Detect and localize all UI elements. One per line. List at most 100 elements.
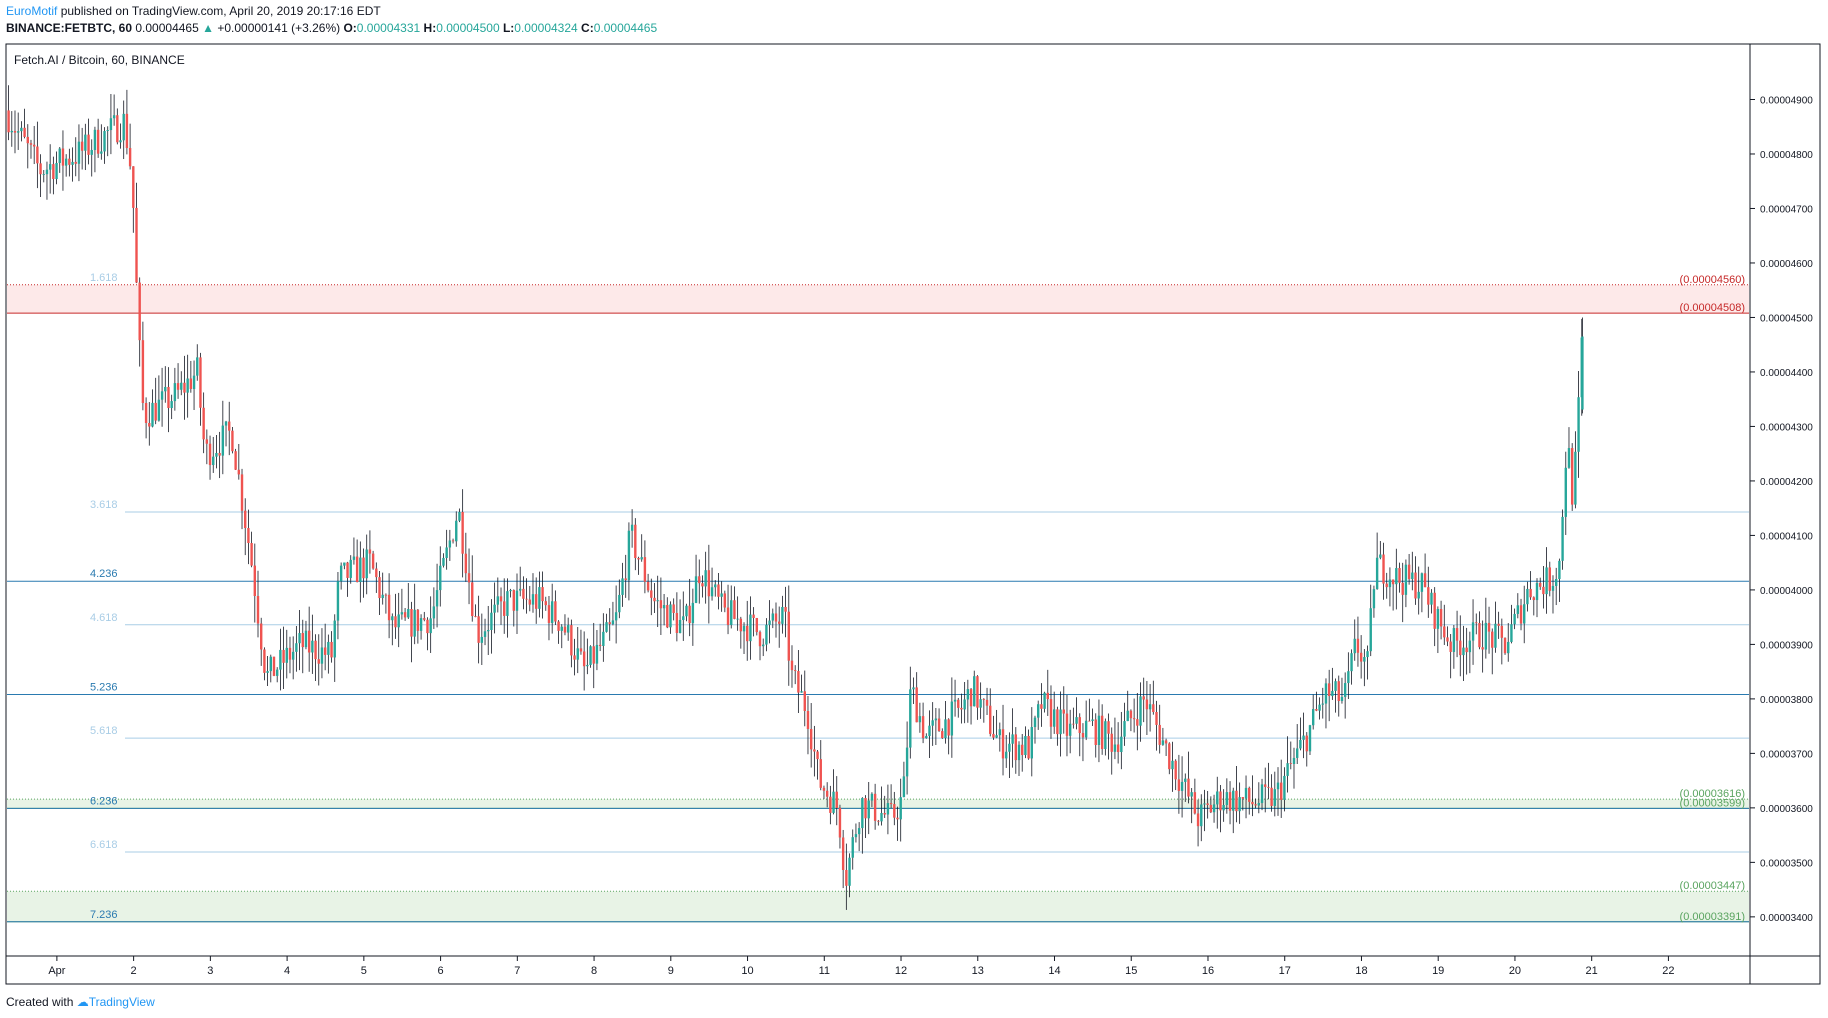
candle-body-37 [125,113,129,149]
candle-460 [1478,611,1481,650]
price-tick-label: 0.00003800 [1760,695,1813,706]
candle-297 [957,697,960,718]
candle-body-373 [1200,804,1203,827]
candle-259 [835,776,838,826]
candle-body-302 [973,676,976,707]
candle-body-478 [1535,582,1539,601]
candle-body-443 [1423,573,1427,588]
candle-body-477 [1532,597,1536,601]
tradingview-brand[interactable]: TradingView [88,995,155,1009]
candle-body-181 [586,664,589,667]
candle-324 [1043,691,1046,713]
candle-body-171 [554,601,557,622]
candle-body-441 [1417,591,1420,599]
candle-442 [1420,572,1424,613]
candle-body-228 [736,618,739,620]
candle-313 [1008,732,1011,778]
candle-body-457 [1468,640,1472,653]
candle-body-78 [256,596,260,624]
candle-body-240 [774,613,778,622]
time-tick-label: 9 [668,965,674,977]
candle-body-350 [1126,710,1129,722]
candle-423 [1359,635,1363,679]
candle-48 [160,367,164,427]
candle-body-368 [1184,778,1187,782]
candle-10 [39,154,42,198]
candle-body-336 [1081,733,1085,738]
candle-158 [512,589,516,627]
price-axis[interactable]: 0.00003400 0.00003500 0.00003600 0.00003700… [1750,95,1813,924]
candle-body-111 [362,557,365,579]
candle-body-419 [1347,671,1350,684]
candle-body-154 [499,596,503,602]
candle-body-185 [598,644,602,646]
candle-body-322 [1036,704,1040,718]
candle-body-15 [55,162,58,180]
candle-417 [1340,677,1344,704]
candle-body-304 [979,699,982,708]
candle-39 [132,166,135,233]
candle-61 [202,392,205,454]
candle-body-177 [573,655,576,660]
candle-body-92 [301,633,304,648]
candle-body-133 [432,606,436,619]
candle-182 [589,645,592,668]
candle-320 [1030,707,1033,777]
candle-body-429 [1379,554,1382,558]
candle-body-24 [84,134,87,151]
candle-425 [1366,645,1369,680]
candle-body-109 [355,556,359,583]
candle-199 [643,540,647,594]
candle-body-481 [1545,567,1548,595]
candle-body-299 [963,699,966,710]
candle-body-163 [528,599,531,605]
candle-153 [496,577,500,613]
time-tick-label: 12 [895,965,907,977]
candle-body-308 [992,733,995,738]
candle-360 [1158,704,1161,754]
candle-body-464 [1491,631,1494,648]
candle-body-80 [263,649,266,673]
candle-body-435 [1398,568,1401,583]
candle-51 [170,394,173,420]
candle-33 [112,94,116,126]
candle-body-34 [116,115,119,143]
candle-body-169 [547,605,551,623]
candle-292 [941,728,944,739]
candle-74 [244,498,247,556]
candle-98 [320,628,324,679]
candle-body-166 [538,587,541,609]
candle-body-288 [928,725,931,737]
candle-body-480 [1542,586,1545,595]
candle-325 [1046,669,1049,716]
candle-374 [1203,789,1206,832]
zone-0-band [7,284,1749,314]
candle-body-450 [1446,637,1449,642]
candle-407 [1308,724,1312,755]
candle-144 [467,548,471,605]
candle-380 [1222,789,1225,822]
candle-body-69 [228,421,231,431]
candle-81 [266,655,269,686]
candle-body-223 [720,593,723,597]
candle-body-70 [231,430,234,452]
candle-400 [1286,736,1289,793]
candle-261 [841,829,845,889]
candle-28 [96,118,100,158]
candle-body-207 [669,604,672,628]
time-tick-label: 21 [1586,965,1598,977]
zone-1-bottom-label: (0.00003599) [1680,797,1745,809]
candle-160 [518,566,522,597]
candle-body-312 [1005,751,1008,759]
candle-body-71 [234,451,237,470]
candle-265 [854,823,858,843]
time-axis[interactable]: Apr 2 3 4 5 6 7 8 9 10 11 12 13 14 15 16 17 18 19 20 21 22 [48,956,1675,977]
author-link[interactable]: EuroMotif [6,4,58,18]
candle-body-114 [371,553,375,569]
candle-205 [662,594,666,626]
candle-body-390 [1254,804,1257,806]
candle-body-192 [621,578,624,595]
candle-body-165 [534,594,538,609]
candle-body-55 [183,382,186,393]
